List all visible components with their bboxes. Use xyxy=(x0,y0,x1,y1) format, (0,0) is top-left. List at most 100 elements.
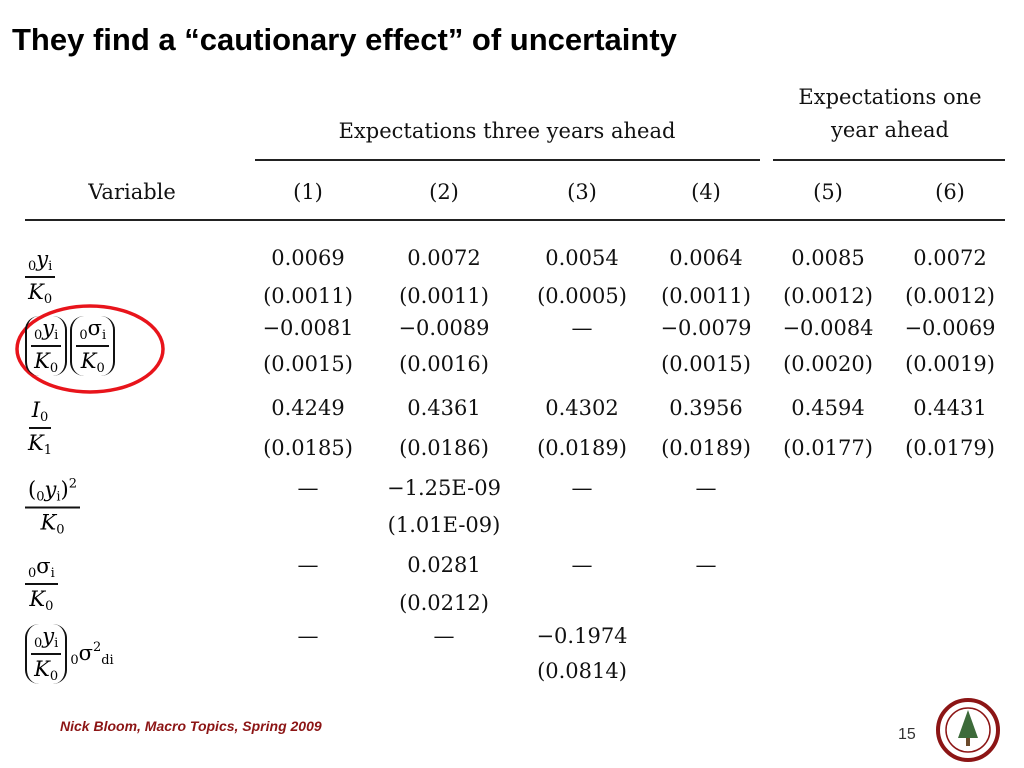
coefficient: 0.0072 xyxy=(407,246,481,270)
coefficient: −0.0069 xyxy=(904,316,996,340)
math-symbol: K xyxy=(34,656,50,681)
coefficient: 0.0054 xyxy=(545,246,619,270)
math-symbol: i xyxy=(50,566,55,581)
math-symbol: 0 xyxy=(49,668,59,684)
standard-error: (0.0019) xyxy=(905,352,995,376)
coefficient: 0.4361 xyxy=(407,396,481,420)
standard-error: (0.0015) xyxy=(263,352,353,376)
denominator: K0 xyxy=(31,347,61,376)
standard-error: (0.0020) xyxy=(783,352,873,376)
page-number: 15 xyxy=(898,726,916,743)
math-symbol: σ xyxy=(78,640,93,665)
delimiter: 0yi K0 xyxy=(25,623,68,684)
fraction: 0σi K0 xyxy=(25,554,58,614)
numerator: 0yi xyxy=(25,247,56,278)
fraction: 0σi K0 xyxy=(76,316,110,376)
coefficient: −0.0089 xyxy=(398,316,490,340)
coefficient: 0.0064 xyxy=(669,246,743,270)
coefficient: −0.1974 xyxy=(536,624,628,648)
math-symbol: ( xyxy=(28,477,37,501)
coefficient: 0.4594 xyxy=(791,396,865,420)
coefficient: — xyxy=(433,624,455,648)
coefficient: 0.0281 xyxy=(407,553,481,577)
group-header: Expectations one year ahead xyxy=(798,85,982,142)
math-symbol: 0 xyxy=(70,652,79,668)
numerator: (0yi)2 xyxy=(25,476,81,508)
variable: (0yi)2 K0 xyxy=(25,476,81,537)
standard-error: (0.0186) xyxy=(399,436,489,460)
standard-error: (0.0011) xyxy=(399,284,489,308)
math-symbol: I xyxy=(31,398,40,422)
math-symbol: 1 xyxy=(43,443,52,458)
group-rule xyxy=(773,159,1005,161)
numerator: 0σi xyxy=(76,316,110,347)
math-symbol: 0 xyxy=(43,292,53,307)
math-symbol: y xyxy=(36,247,49,271)
coefficient: −0.0079 xyxy=(660,316,752,340)
math-symbol: i xyxy=(48,259,53,274)
standard-error: (0.0005) xyxy=(537,284,627,308)
group-header: Expectations three years ahead xyxy=(338,119,676,143)
standard-error: (0.0814) xyxy=(537,659,627,683)
coefficient: −0.0084 xyxy=(782,316,874,340)
variable: I0 K1 xyxy=(25,398,55,458)
fraction: (0yi)2 K0 xyxy=(25,476,81,537)
math-symbol: 0 xyxy=(96,361,105,376)
math-symbol: y xyxy=(44,477,57,501)
denominator: K1 xyxy=(25,429,55,458)
standard-error: (0.0189) xyxy=(537,436,627,460)
highlight-circle xyxy=(15,304,165,394)
math-symbol: σ xyxy=(36,554,51,578)
university-seal xyxy=(936,698,1000,762)
standard-error: (0.0012) xyxy=(905,284,995,308)
math-symbol: σ xyxy=(87,316,102,340)
coefficient: 0.4431 xyxy=(913,396,987,420)
column-header: (6) xyxy=(935,180,965,204)
column-header: (3) xyxy=(567,180,597,204)
variable: 0yi K0 0σi K0 xyxy=(25,316,118,376)
denominator: K0 xyxy=(78,347,108,376)
coefficient: −0.0081 xyxy=(262,316,354,340)
header-rule xyxy=(25,219,1005,221)
coefficient: 0.0069 xyxy=(271,246,345,270)
math-symbol: K xyxy=(28,431,44,455)
math-symbol: di xyxy=(101,652,114,668)
denominator: K0 xyxy=(25,278,55,307)
coefficient: — xyxy=(571,316,593,340)
math-symbol: i xyxy=(54,328,59,343)
group-rule xyxy=(255,159,760,161)
coefficient: — xyxy=(695,553,717,577)
coefficient: 0.4249 xyxy=(271,396,345,420)
coefficient: −1.25E-09 xyxy=(387,476,501,500)
math-symbol: K xyxy=(34,349,50,373)
numerator: I0 xyxy=(28,398,52,429)
coefficient: 0.4302 xyxy=(545,396,619,420)
coefficient: — xyxy=(571,476,593,500)
coefficient: — xyxy=(297,553,319,577)
numerator: 0σi xyxy=(25,554,58,585)
column-header: (4) xyxy=(691,180,721,204)
coefficient: — xyxy=(297,476,319,500)
math-symbol: 0 xyxy=(36,489,45,504)
math-symbol: K xyxy=(40,510,57,534)
standard-error: (0.0189) xyxy=(661,436,751,460)
coefficient: 0.3956 xyxy=(669,396,743,420)
numerator: 0yi xyxy=(31,316,62,347)
variable: 0σi K0 xyxy=(25,554,58,614)
variable: 0yi K0 xyxy=(25,247,56,307)
column-header: (2) xyxy=(429,180,459,204)
delimiter: 0σi K0 xyxy=(70,316,116,376)
coefficient: 0.0085 xyxy=(791,246,865,270)
denominator: K0 xyxy=(38,508,68,537)
fraction: 0yi K0 xyxy=(31,624,62,684)
math-symbol: i xyxy=(54,635,59,651)
math-symbol: 0 xyxy=(34,328,43,343)
coefficient: — xyxy=(297,624,319,648)
coefficient: — xyxy=(695,476,717,500)
math-symbol: ) xyxy=(60,477,69,501)
math-symbol: i xyxy=(56,489,61,504)
math-symbol: K xyxy=(80,349,97,373)
numerator: 0yi xyxy=(31,624,62,655)
standard-error: (0.0212) xyxy=(399,591,489,615)
